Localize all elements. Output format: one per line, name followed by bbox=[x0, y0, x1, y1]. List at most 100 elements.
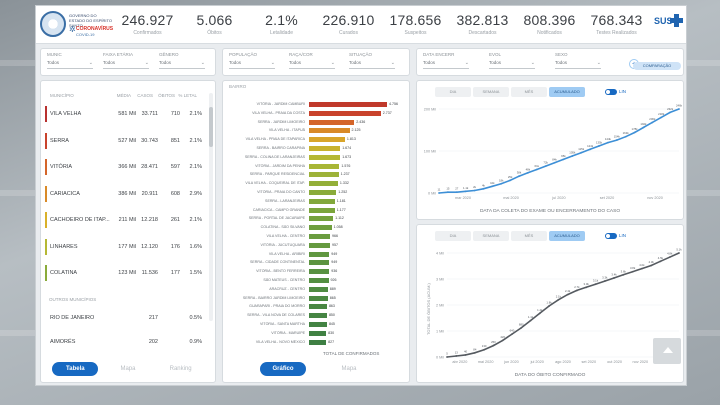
table-row[interactable]: CACHOEIRO DE ITAP... 211 Mil 12.218 261 2.1% bbox=[45, 209, 213, 231]
data-point[interactable] bbox=[594, 283, 597, 286]
data-point[interactable] bbox=[613, 277, 615, 279]
bar-row[interactable]: VITÓRIA - PRAIA DO CANTO 1.252 bbox=[227, 189, 409, 196]
table-row[interactable]: VITÓRIA 366 Mil 28.471 597 2.1% bbox=[45, 156, 213, 178]
chip-day[interactable]: DIA bbox=[435, 231, 471, 241]
table-row[interactable]: CARIACICA 386 Mil 20.911 608 2.9% bbox=[45, 183, 213, 205]
data-point[interactable] bbox=[589, 148, 592, 151]
filter-closing-date[interactable]: DATA ENCERR Todos ⌄ bbox=[423, 52, 469, 69]
bar-row[interactable]: VILA VELHA - ARIBIRI 949 bbox=[227, 251, 409, 258]
data-point[interactable] bbox=[585, 286, 588, 289]
data-point[interactable] bbox=[668, 256, 671, 259]
data-point[interactable] bbox=[520, 326, 523, 329]
data-point[interactable] bbox=[529, 319, 532, 322]
data-point[interactable] bbox=[669, 111, 672, 114]
data-point[interactable] bbox=[678, 252, 680, 254]
deaths-scale-toggle[interactable] bbox=[605, 233, 617, 239]
bar-row[interactable]: ARACRUZ - CENTRO 889 bbox=[227, 286, 409, 293]
bar-row[interactable]: SERRA - JARDIM LIMOEIRO 2.436 bbox=[227, 119, 409, 126]
data-point[interactable] bbox=[491, 185, 494, 188]
table-row[interactable]: AIMORÉS 202 0.9% bbox=[45, 331, 213, 353]
data-point[interactable] bbox=[544, 165, 547, 168]
data-point[interactable] bbox=[482, 187, 485, 190]
chip-cumulative[interactable]: ACUMULADO bbox=[549, 87, 585, 97]
filter-population[interactable]: POPULAÇÃO Todos ⌄ bbox=[229, 52, 275, 69]
data-point[interactable] bbox=[455, 191, 458, 194]
bar-row[interactable]: COLATINA - SÃO SILVANO 1.058 bbox=[227, 224, 409, 231]
filter-situation[interactable]: SITUAÇÃO Todos ⌄ bbox=[349, 52, 395, 69]
data-point[interactable] bbox=[651, 121, 654, 124]
data-point[interactable] bbox=[483, 348, 486, 351]
bar-row[interactable]: SERRA - LARANJEIRAS 1.181 bbox=[227, 198, 409, 205]
scroll-top-button[interactable] bbox=[653, 338, 681, 364]
filter-race[interactable]: RAÇA/COR Todos ⌄ bbox=[289, 52, 335, 69]
bar-row[interactable]: VITÓRIA - BENTO FERREIRA 936 bbox=[227, 268, 409, 275]
data-point[interactable] bbox=[511, 333, 513, 336]
bar-row[interactable]: SERRA - PARQUE RESIDENCIAL 1.237 bbox=[227, 171, 409, 178]
chip-week[interactable]: SEMANA bbox=[473, 87, 509, 97]
table-row[interactable]: SERRA 527 Mil 30.743 851 2.1% bbox=[45, 130, 213, 152]
data-point[interactable] bbox=[500, 182, 503, 185]
chip-day[interactable]: DIA bbox=[435, 87, 471, 97]
table-row[interactable]: RIO DE JANEIRO 217 0.5% bbox=[45, 307, 213, 329]
data-point[interactable] bbox=[615, 139, 618, 141]
bar-row[interactable]: SERRA - VILA NOVA DE COLARES 850 bbox=[227, 312, 409, 319]
data-point[interactable] bbox=[631, 270, 634, 273]
data-point[interactable] bbox=[622, 273, 625, 276]
data-point[interactable] bbox=[571, 155, 574, 157]
bar-row[interactable]: VILA VELHA - PRAIA DE ITAPARICA 1.813 bbox=[227, 136, 409, 143]
data-point[interactable] bbox=[562, 158, 565, 161]
table-view-button[interactable]: Tabela bbox=[52, 362, 99, 376]
data-point[interactable] bbox=[606, 141, 609, 144]
data-point[interactable] bbox=[580, 151, 583, 154]
chip-week[interactable]: SEMANA bbox=[473, 231, 509, 241]
bar-row[interactable]: CARIACICA - CAMPO GRANDE 1.177 bbox=[227, 207, 409, 214]
filter-evolution[interactable]: EVOL Todos ⌄ bbox=[489, 52, 535, 69]
table-row[interactable]: COLATINA 123 Mil 11.536 177 1.5% bbox=[45, 262, 213, 284]
bar-map-view-button[interactable]: Mapa bbox=[341, 366, 357, 372]
data-point[interactable] bbox=[492, 344, 495, 347]
map-view-button[interactable]: Mapa bbox=[120, 366, 136, 372]
data-point[interactable] bbox=[438, 192, 440, 194]
data-point[interactable] bbox=[659, 260, 662, 263]
data-point[interactable] bbox=[446, 356, 448, 358]
data-point[interactable] bbox=[557, 298, 560, 301]
comparison-button[interactable]: COMPARAÇÃO bbox=[633, 62, 681, 70]
ranking-view-button[interactable]: Ranking bbox=[169, 366, 192, 372]
bar-row[interactable]: VILA VELHA - PRAIA DA COSTA 2.737 bbox=[227, 110, 409, 117]
bar-row[interactable]: VILA VELHA - CENTRO 966 bbox=[227, 233, 409, 240]
data-point[interactable] bbox=[538, 312, 541, 315]
bar-row[interactable]: VITÓRIA - JUCUTUQUARA 957 bbox=[227, 242, 409, 249]
bar-row[interactable]: SERRA - CIDADE CONTINENTAL 949 bbox=[227, 259, 409, 266]
data-point[interactable] bbox=[518, 175, 520, 178]
filter-municipio[interactable]: MUNIC Todos ⌄ bbox=[47, 52, 93, 69]
table-row[interactable]: VILA VELHA 581 Mil 33.711 710 2.1% bbox=[45, 103, 213, 125]
data-point[interactable] bbox=[576, 289, 578, 292]
bar-row[interactable]: SERRA - PORTAL DE JACARAÍPE 1.112 bbox=[227, 215, 409, 222]
data-point[interactable] bbox=[464, 354, 467, 356]
bar-row[interactable]: VILA VELHA - NOVO MÉXICO 827 bbox=[227, 339, 409, 346]
bar-row[interactable]: SERRA - COLINA DE LARANJEIRAS 1.673 bbox=[227, 154, 409, 161]
data-point[interactable] bbox=[473, 351, 476, 354]
data-point[interactable] bbox=[501, 339, 504, 342]
data-point[interactable] bbox=[526, 171, 529, 174]
bar-row[interactable]: SERRA - BAIRRO CARAPINA 1.674 bbox=[227, 145, 409, 152]
data-point[interactable] bbox=[642, 126, 645, 129]
data-point[interactable] bbox=[660, 116, 663, 119]
data-point[interactable] bbox=[455, 355, 458, 357]
bar-row[interactable]: VITÓRIA - JARDIM DA PENHA 1.576 bbox=[227, 163, 409, 170]
data-point[interactable] bbox=[598, 145, 600, 147]
data-point[interactable] bbox=[603, 280, 606, 282]
chip-month[interactable]: MÊS bbox=[511, 231, 547, 241]
bar-row[interactable]: VITÓRIA - JARDIM CAMBURI 4.756 bbox=[227, 101, 409, 108]
bar-row[interactable]: SERRA - BAIRRO JARDIM LIMOEIRO 865 bbox=[227, 295, 409, 302]
bar-row[interactable]: SÃO MATEUS - CENTRO 926 bbox=[227, 277, 409, 284]
data-point[interactable] bbox=[509, 179, 512, 182]
filter-sex[interactable]: SEXO Todos ⌄ bbox=[555, 52, 601, 69]
data-point[interactable] bbox=[553, 161, 556, 164]
bar-row[interactable]: VILA VELHA - COQUEIRAL DE ITAP. 1.332 bbox=[227, 180, 409, 187]
chip-cumulative[interactable]: ACUMULADO bbox=[549, 231, 585, 241]
table-scrollbar[interactable] bbox=[209, 93, 213, 321]
data-point[interactable] bbox=[548, 305, 550, 307]
chart-view-button[interactable]: Gráfico bbox=[260, 362, 306, 376]
data-point[interactable] bbox=[464, 190, 467, 193]
